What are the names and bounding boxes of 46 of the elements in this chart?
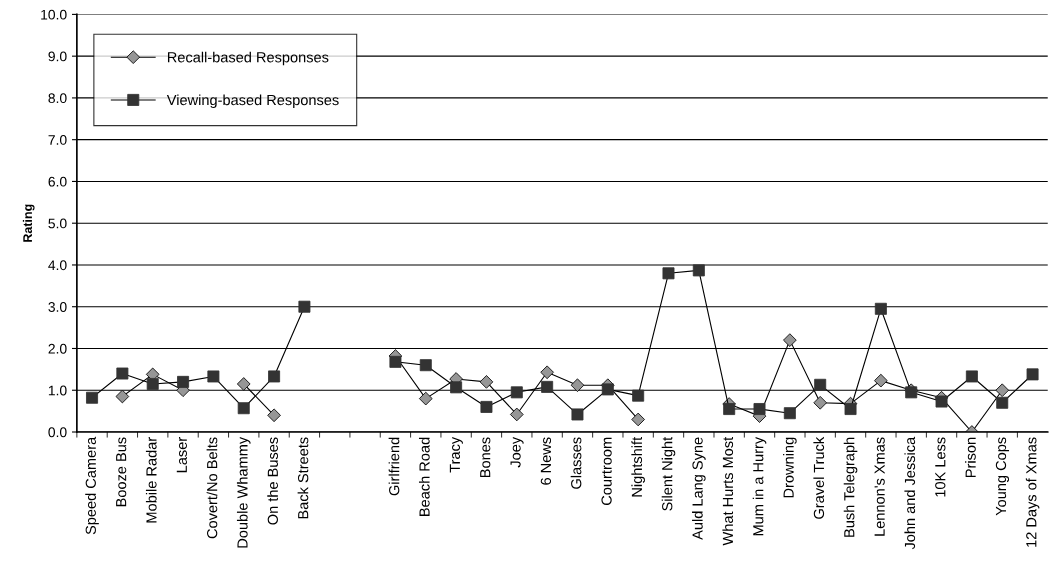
x-tick-label: Bones: [480, 437, 491, 478]
y-tick-label: 0.0: [48, 427, 67, 438]
y-tick-label: 1.0: [48, 385, 67, 396]
x-tick-label: Glasses: [570, 437, 582, 489]
x-tick-label: Booze Bus: [116, 437, 127, 507]
x-tick-label: Gravel Truck: [813, 436, 825, 519]
x-tick-label: Laser: [176, 437, 187, 473]
point: [753, 403, 766, 416]
x-tick-label: What Hurts Most: [722, 436, 734, 546]
x-tick-label: 12 Days of Xmas: [1025, 437, 1040, 547]
x-tick-label: Speed Camera: [85, 436, 99, 535]
x-tick-label: Mobile Radar: [145, 437, 157, 523]
x-tick-label: Lennon's Xmas: [874, 437, 885, 536]
y-tick-label: 3.0: [48, 302, 67, 312]
legend-label: Recall-based Responses: [167, 51, 329, 66]
y-tick-label: 4.0: [48, 260, 67, 271]
y-tick-label: 9.0: [48, 51, 67, 62]
legend-label: Viewing-based Responses: [166, 94, 339, 109]
x-tick-label: Bush Telegraph: [843, 437, 858, 537]
x-tick-label: Silent Night: [661, 436, 676, 511]
x-tick-label: Covert/No Belts: [206, 437, 218, 539]
x-tick-label: Back Streets: [297, 437, 309, 519]
x-tick-label: On the Buses: [267, 437, 278, 525]
x-tick-label: Girlfriend: [388, 437, 400, 496]
y-tick-label: 5.0: [48, 218, 67, 229]
x-tick-label: Drowning: [783, 437, 797, 498]
y-tick-label: 8.0: [48, 93, 67, 104]
y-tick-label: 6.0: [48, 176, 67, 187]
x-tick-label: Young Cops: [995, 437, 1010, 516]
x-tick-label: Tracy: [449, 436, 463, 473]
x-tick-label: Mum in a Hurry: [752, 436, 767, 536]
x-tick-label: Beach Road: [418, 437, 430, 516]
y-tick-label: 2.0: [48, 343, 67, 354]
x-tick-label: John and Jessica: [904, 436, 916, 550]
x-tick-label: 10K Less: [935, 437, 946, 497]
x-tick-label: Courtroom: [601, 437, 612, 505]
point: [844, 403, 857, 416]
x-tick-label: Nightshift: [631, 436, 645, 497]
y-tick-label: 10.0: [41, 9, 67, 20]
y-tick-label: 7.0: [48, 135, 67, 145]
y-axis-title: Rating: [22, 204, 35, 242]
x-tick-label: Joey: [510, 436, 524, 468]
x-tick-label: Auld Lang Syne: [692, 437, 706, 540]
x-tick-label: Double Whammy: [236, 436, 251, 548]
x-tick-label: 6 News: [540, 437, 552, 485]
x-tick-label: Prison: [965, 437, 976, 477]
